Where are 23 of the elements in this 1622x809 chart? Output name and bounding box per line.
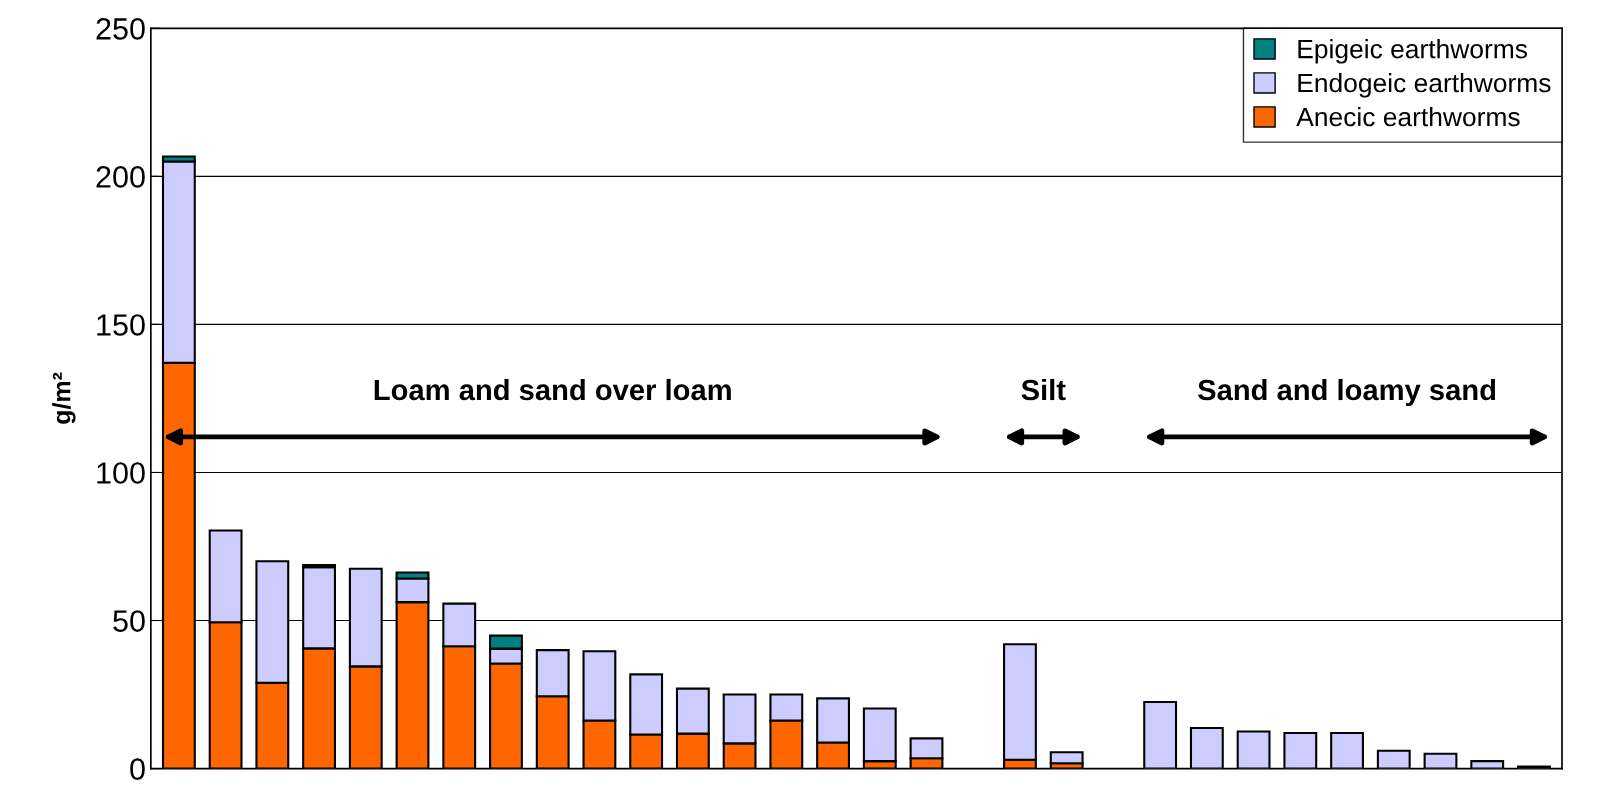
bar xyxy=(1049,751,1084,765)
bar xyxy=(1376,749,1411,769)
annotation: Silt xyxy=(1021,378,1066,401)
bar xyxy=(1517,765,1551,769)
y-tick-label: 250 xyxy=(96,18,145,40)
annotation: Loam and sand over loam xyxy=(374,378,731,401)
y-tick-label: 150 xyxy=(97,314,145,336)
y-tick-label: 0 xyxy=(130,758,145,780)
bar xyxy=(1283,731,1318,769)
legend-label: Epigeic earthworms xyxy=(1298,39,1527,64)
bar xyxy=(1143,700,1178,769)
bar xyxy=(1470,760,1505,769)
y-tick-label: 100 xyxy=(97,462,145,484)
legend-label: Anecic earthworms xyxy=(1296,106,1520,127)
y-tick-label: 200 xyxy=(96,166,145,188)
y-axis-title: g/m² xyxy=(52,372,76,424)
bar xyxy=(1189,726,1224,769)
bar xyxy=(1423,752,1458,769)
bar xyxy=(1330,731,1364,769)
annotation: Sand and loamy sand xyxy=(1197,378,1496,407)
y-tick-label: 50 xyxy=(113,610,145,632)
legend-label: Endogeic earthworms xyxy=(1298,72,1551,98)
bar xyxy=(1236,730,1271,769)
